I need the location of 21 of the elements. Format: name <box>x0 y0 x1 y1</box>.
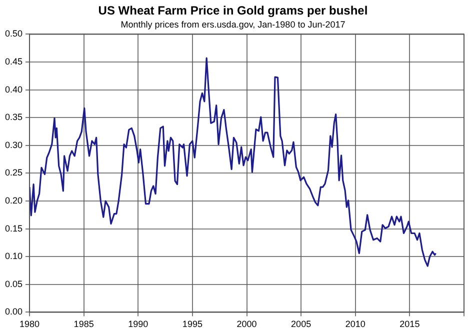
x-tick-label: 1995 <box>182 319 202 330</box>
chart-subtitle: Monthly prices from ers.usda.gov, Jan-1980 to Jun-2017 <box>120 19 346 30</box>
y-tick-label: 0.30 <box>4 140 23 150</box>
y-tick-label: 0.20 <box>4 195 23 206</box>
y-tick-label: 0.35 <box>4 112 23 122</box>
y-tick-label: 0.40 <box>4 84 23 94</box>
x-tick-label: 1980 <box>20 319 40 330</box>
x-tick-label: 1990 <box>128 319 148 330</box>
y-tick-label: 0.45 <box>4 56 23 66</box>
y-tick-label: 0.50 <box>4 28 23 39</box>
y-tick-label: 0.05 <box>4 278 23 289</box>
x-tick-label: 1985 <box>74 319 94 330</box>
x-tick-label: 2000 <box>236 319 257 330</box>
x-tick-label: 2015 <box>400 319 420 330</box>
x-tick-label: 2010 <box>345 319 366 330</box>
y-tick-label: 0.15 <box>4 223 23 234</box>
y-tick-label: 0.10 <box>4 251 23 262</box>
y-tick-label: 0.25 <box>4 168 23 178</box>
chart-title: US Wheat Farm Price in Gold grams per bushel <box>98 4 368 18</box>
y-tick-label: 0.00 <box>4 306 23 317</box>
x-tick-label: 2005 <box>291 319 312 330</box>
